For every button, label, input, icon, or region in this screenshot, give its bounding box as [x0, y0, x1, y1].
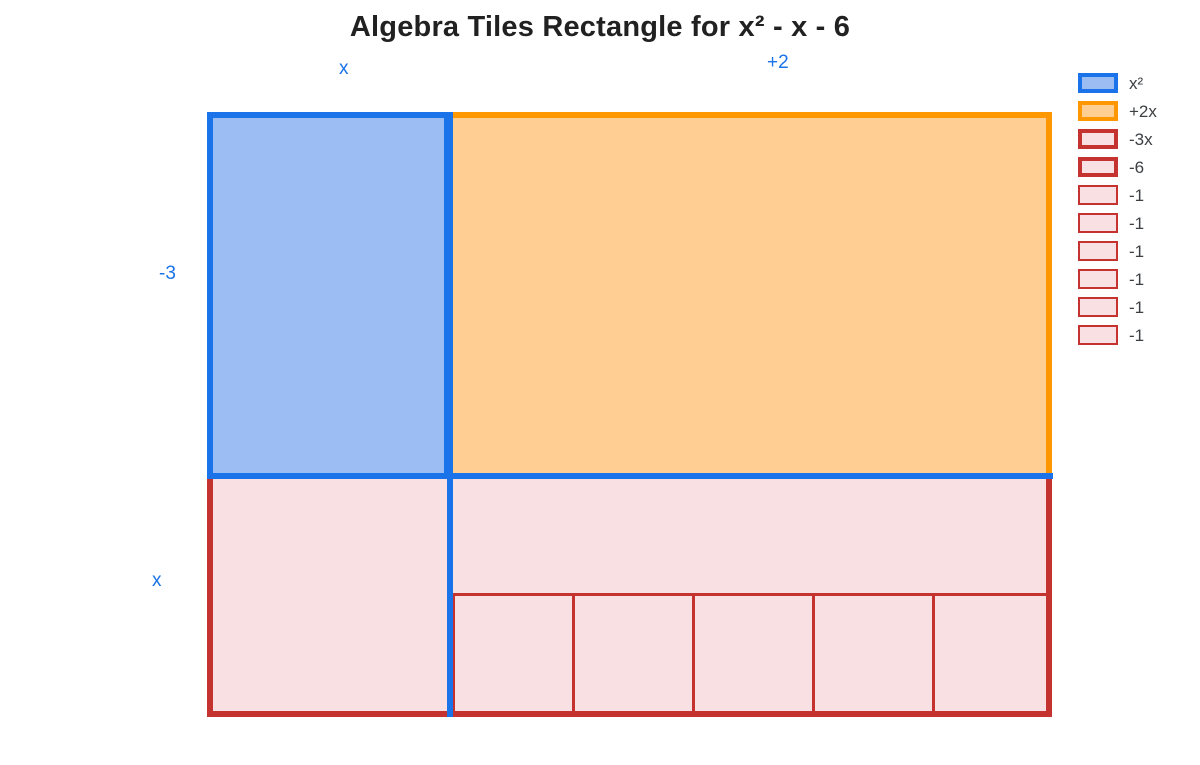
unit-tile-divider-vertical — [452, 593, 455, 711]
legend-swatch-orange — [1078, 101, 1118, 121]
factor-divider-vertical — [447, 112, 453, 717]
unit-tile-divider-vertical — [812, 593, 815, 711]
height-label-x: x — [152, 570, 162, 591]
legend-swatch-red — [1078, 269, 1118, 289]
unit-tile-divider-vertical — [572, 593, 575, 711]
tile-minus-3x — [207, 473, 450, 717]
width-label-plus2: +2 — [767, 52, 789, 73]
legend-item-label: -1 — [1129, 325, 1145, 345]
legend-item: -1 — [1078, 241, 1157, 261]
unit-tile-divider-horizontal — [450, 593, 1046, 596]
legend-item: +2x — [1078, 101, 1157, 121]
legend-item: x² — [1078, 73, 1157, 93]
legend-swatch-red — [1078, 129, 1118, 149]
unit-tile-divider-vertical — [932, 593, 935, 711]
legend-item-label: -1 — [1129, 241, 1145, 261]
legend-item: -1 — [1078, 269, 1157, 289]
legend-item-label: -1 — [1129, 185, 1145, 205]
unit-tile-divider-vertical — [692, 593, 695, 711]
legend-swatch-red — [1078, 241, 1118, 261]
legend-item: -1 — [1078, 185, 1157, 205]
legend-item: -6 — [1078, 157, 1157, 177]
legend-item: -1 — [1078, 325, 1157, 345]
legend-item-label: -3x — [1129, 129, 1153, 149]
legend-item: -1 — [1078, 213, 1157, 233]
legend-swatch-red — [1078, 157, 1118, 177]
tile-x-squared — [207, 112, 450, 479]
legend-item: -1 — [1078, 297, 1157, 317]
tile-minus-6-group — [450, 473, 1052, 717]
legend-swatch-red — [1078, 213, 1118, 233]
factor-divider-horizontal — [207, 473, 1053, 479]
width-label-x: x — [339, 58, 349, 79]
tile-plus-2x — [450, 112, 1052, 479]
legend-item-label: x² — [1129, 73, 1144, 93]
legend-item-label: -6 — [1129, 157, 1145, 177]
legend-item-label: +2x — [1129, 101, 1157, 121]
height-label-minus3: -3 — [159, 263, 176, 284]
page-title: Algebra Tiles Rectangle for x² - x - 6 — [349, 11, 851, 43]
legend-swatch-red — [1078, 325, 1118, 345]
legend-item: -3x — [1078, 129, 1157, 149]
legend: x² +2x -3x -6 -1 -1 -1 -1 -1 -1 — [1078, 73, 1157, 345]
legend-item-label: -1 — [1129, 213, 1145, 233]
legend-item-label: -1 — [1129, 269, 1145, 289]
legend-swatch-red — [1078, 185, 1118, 205]
legend-swatch-blue — [1078, 73, 1118, 93]
legend-swatch-red — [1078, 297, 1118, 317]
legend-item-label: -1 — [1129, 297, 1145, 317]
